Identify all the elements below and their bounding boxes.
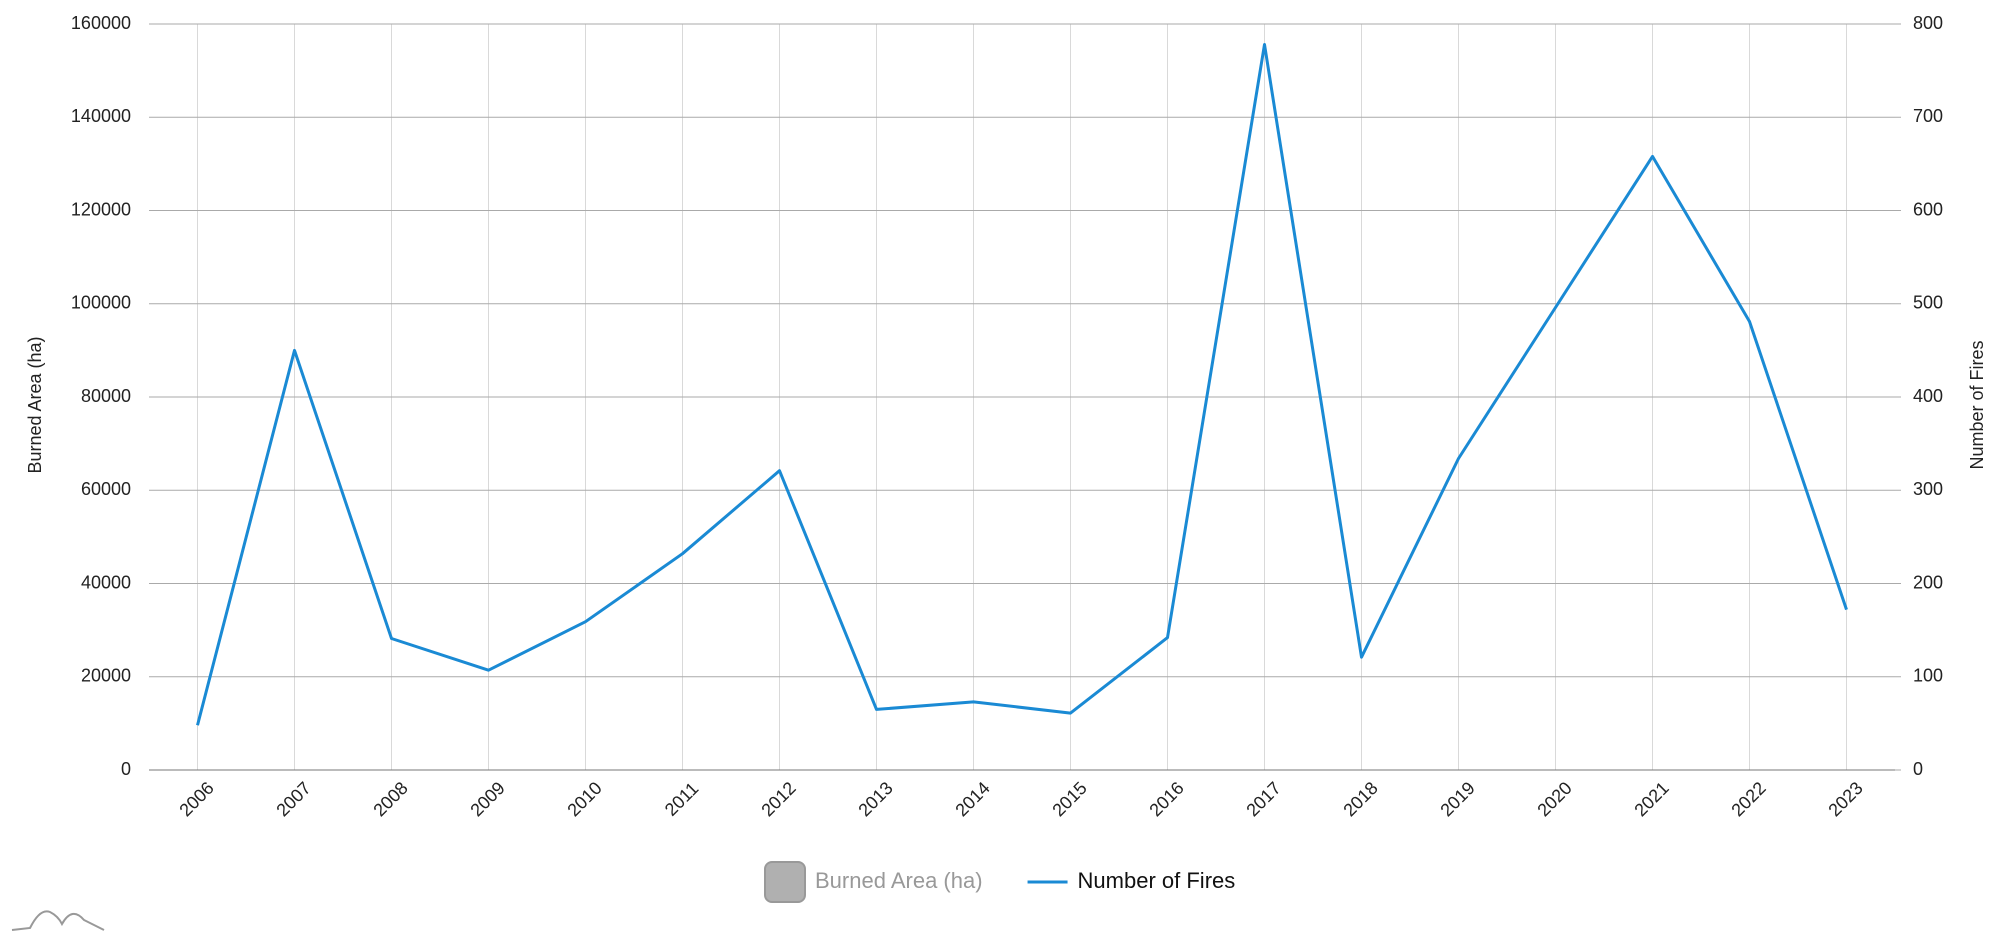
- x-tick-label: 2023: [1824, 778, 1866, 820]
- y-tick-label: 140000: [71, 106, 131, 126]
- legend-item[interactable]: Burned Area (ha): [764, 861, 983, 903]
- x-tick-label: 2018: [1339, 778, 1381, 820]
- x-tick-label: 2016: [1145, 778, 1187, 820]
- y-tick-label: 160000: [71, 13, 131, 33]
- y2-tick-label: 200: [1913, 572, 1943, 592]
- x-tick-label: 2022: [1727, 778, 1769, 820]
- y-tick-label: 80000: [81, 386, 131, 406]
- y-tick-label: 0: [121, 759, 131, 779]
- y2-tick-label: 600: [1913, 199, 1943, 219]
- y-axis-title: Burned Area (ha): [25, 336, 45, 473]
- x-tick-label: 2017: [1242, 778, 1284, 820]
- y2-tick-label: 800: [1913, 13, 1943, 33]
- x-tick-label: 2015: [1048, 778, 1090, 820]
- x-tick-label: 2011: [661, 778, 703, 820]
- legend-swatch: [764, 861, 806, 903]
- series-line: [196, 43, 1848, 726]
- y2-tick-label: 400: [1913, 386, 1943, 406]
- y2-tick-label: 0: [1913, 759, 1923, 779]
- legend-item[interactable]: Number of Fires: [1027, 868, 1236, 893]
- x-tick-label: 2019: [1436, 778, 1478, 820]
- x-tick-label: 2010: [563, 778, 605, 820]
- y2-tick-label: 700: [1913, 106, 1943, 126]
- y2-tick-label: 500: [1913, 293, 1943, 313]
- x-tick-label: 2007: [272, 778, 314, 820]
- y-tick-label: 120000: [71, 199, 131, 219]
- y2-tick-label: 100: [1913, 666, 1943, 686]
- y-tick-label: 60000: [81, 479, 131, 499]
- x-tick-label: 2006: [175, 778, 217, 820]
- x-tick-label: 2013: [854, 778, 896, 820]
- y2-axis-title: Number of Fires: [1967, 340, 1987, 469]
- x-tick-label: 2012: [757, 778, 799, 820]
- x-tick-label: 2009: [466, 778, 508, 820]
- x-tick-label: 2020: [1533, 778, 1575, 820]
- y-tick-label: 100000: [71, 293, 131, 313]
- legend-label: Burned Area (ha): [815, 868, 983, 893]
- logo: [11, 910, 105, 931]
- y-tick-label: 20000: [81, 666, 131, 686]
- x-tick-label: 2008: [369, 778, 411, 820]
- x-tick-label: 2014: [951, 778, 993, 820]
- legend: Burned Area (ha) Number of Fires: [764, 861, 1236, 903]
- y2-tick-label: 300: [1913, 479, 1943, 499]
- x-tick-label: 2021: [1630, 778, 1672, 820]
- y-tick-label: 40000: [81, 572, 131, 592]
- legend-label: Number of Fires: [1078, 868, 1236, 893]
- logo-mark: [11, 910, 105, 931]
